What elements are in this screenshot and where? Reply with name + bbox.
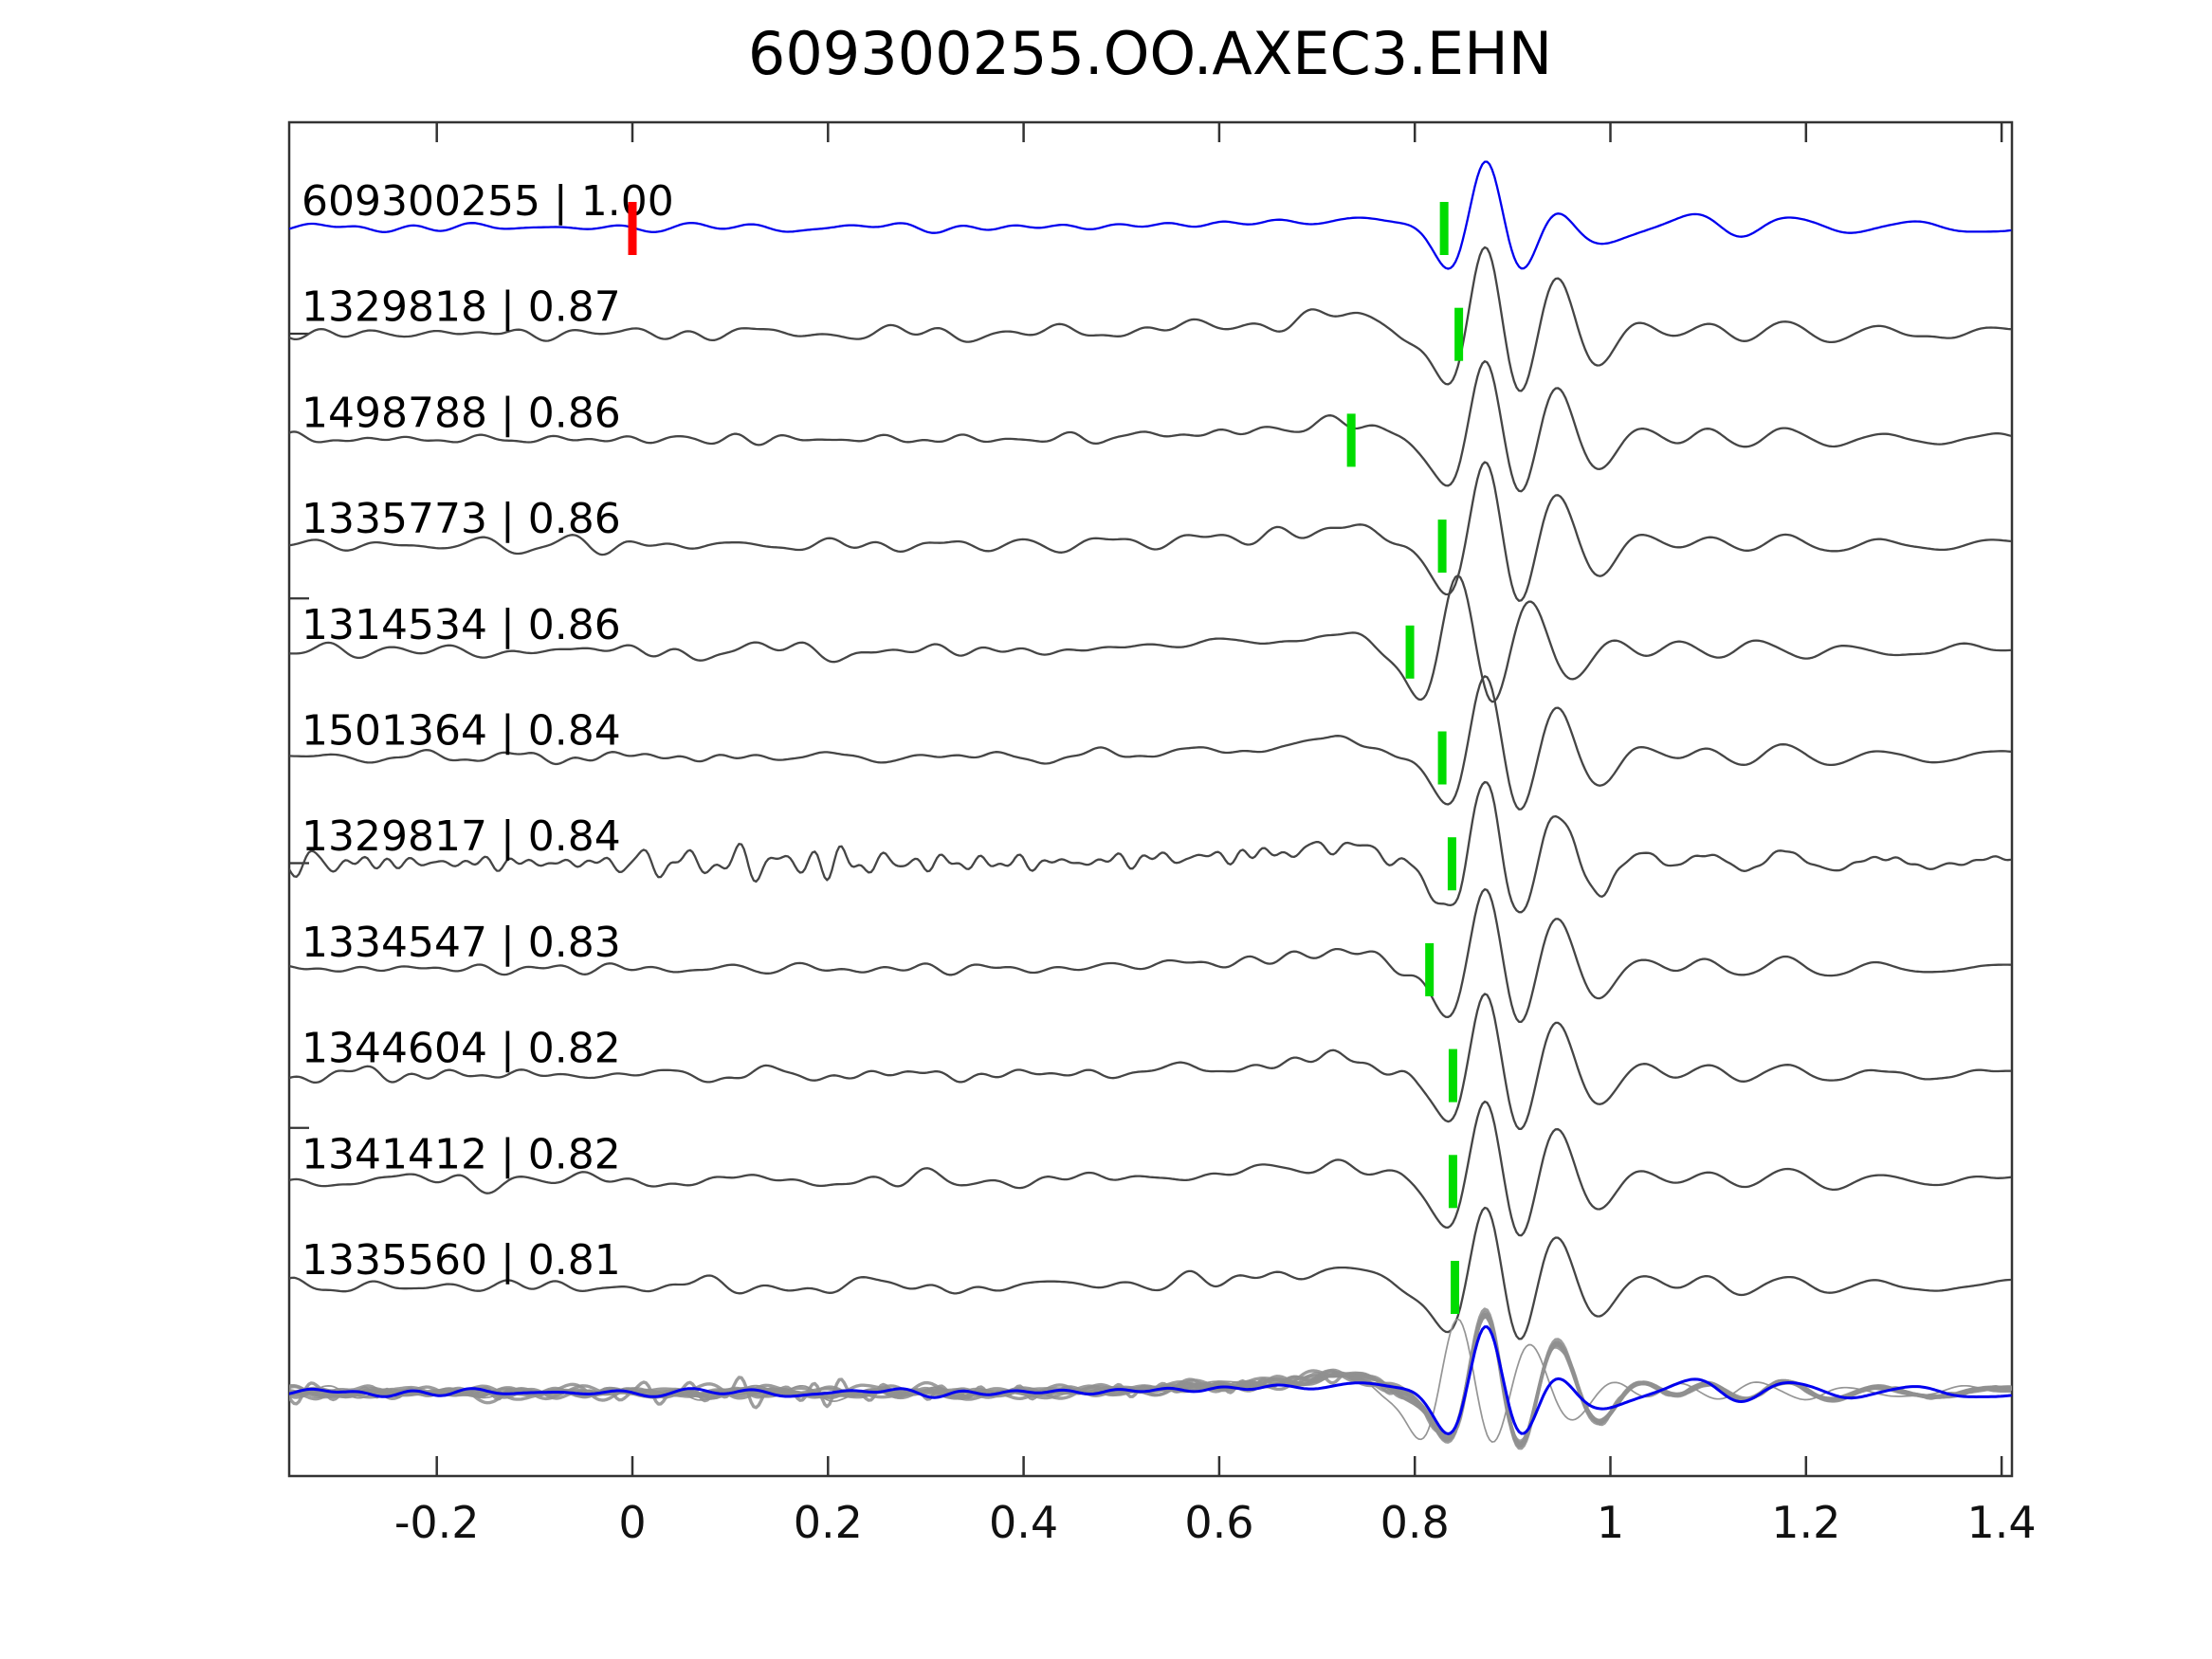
pick-marker-1335773 bbox=[1437, 520, 1447, 574]
trace-label-1501364: 1501364 | 0.84 bbox=[302, 707, 621, 756]
overlay-trace-1334547 bbox=[289, 1313, 2012, 1447]
pick-marker-1501364 bbox=[1437, 731, 1447, 785]
x-tick-label: -0.2 bbox=[394, 1497, 480, 1548]
overlay-trace-1314534 bbox=[289, 1318, 2012, 1443]
pick-marker-1314534 bbox=[1405, 625, 1415, 679]
traces-group bbox=[289, 160, 2012, 1450]
trace-label-1344604: 1344604 | 0.82 bbox=[302, 1025, 621, 1073]
trace-label-1335560: 1335560 | 0.81 bbox=[302, 1236, 621, 1285]
trace-line-1329818 bbox=[289, 246, 2012, 392]
trace-line-1498788 bbox=[289, 359, 2012, 493]
x-tick-label: 0.8 bbox=[1380, 1497, 1450, 1548]
pick-marker-609300255 bbox=[1439, 202, 1449, 255]
x-tick-label: 0.6 bbox=[1184, 1497, 1253, 1548]
pick-marker-1335560 bbox=[1450, 1261, 1459, 1314]
trace-label-1334547: 1334547 | 0.83 bbox=[302, 919, 621, 967]
overlay-trace-1501364 bbox=[289, 1312, 2012, 1446]
trace-label-609300255: 609300255 | 1.00 bbox=[302, 177, 674, 226]
trace-label-1498788: 1498788 | 0.86 bbox=[302, 389, 621, 437]
pick-marker-1498788 bbox=[1346, 413, 1356, 467]
x-tick-label: 0.2 bbox=[794, 1497, 863, 1548]
pick-marker-1329817 bbox=[1447, 837, 1456, 891]
pick-marker-1341412 bbox=[1448, 1155, 1457, 1209]
x-tick-label: 1.4 bbox=[1967, 1497, 2037, 1548]
pick-marker-1344604 bbox=[1448, 1048, 1457, 1103]
trace-label-1314534: 1314534 | 0.86 bbox=[302, 601, 621, 649]
x-tick-label: 0 bbox=[618, 1497, 646, 1548]
overlay-trace-1329817 bbox=[289, 1312, 2012, 1443]
overlay-trace-1335773 bbox=[289, 1310, 2012, 1449]
x-tick-label: 1 bbox=[1597, 1497, 1624, 1548]
x-tick-label: 0.4 bbox=[989, 1497, 1058, 1548]
trace-line-1501364 bbox=[289, 675, 2012, 811]
overlay-trace-1335560 bbox=[289, 1314, 2012, 1446]
trace-label-1335773: 1335773 | 0.86 bbox=[302, 495, 621, 543]
trace-line-1314534 bbox=[289, 574, 2012, 703]
overlay-trace-1344604 bbox=[289, 1312, 2012, 1448]
figure-title: 609300255.OO.AXEC3.EHN bbox=[748, 19, 1552, 88]
overlay-trace-1498788 bbox=[289, 1315, 2012, 1446]
template-origin-marker bbox=[628, 202, 637, 255]
trace-label-1329817: 1329817 | 0.84 bbox=[302, 812, 621, 861]
overlay-trace-1341412 bbox=[289, 1314, 2012, 1448]
trace-line-1335773 bbox=[289, 461, 2012, 602]
trace-line-1335560 bbox=[289, 1206, 2012, 1340]
trace-line-1341412 bbox=[289, 1100, 2012, 1237]
pick-marker-1329818 bbox=[1454, 307, 1464, 361]
overlay-template-trace bbox=[289, 1325, 2012, 1435]
trace-line-1344604 bbox=[289, 993, 2012, 1130]
pick-marker-1334547 bbox=[1425, 942, 1435, 996]
chart-area: -0.2 0 0.2 0.4 0.6 0.8 1 1.2 1.4 609300255 | 1.00… bbox=[287, 120, 2037, 1548]
trace-line-1334547 bbox=[289, 887, 2012, 1024]
trace-label-1341412: 1341412 | 0.82 bbox=[302, 1130, 621, 1178]
trace-line-1329817 bbox=[289, 780, 2012, 914]
overlay-trace-1329818 bbox=[289, 1307, 2012, 1450]
plot-border bbox=[287, 120, 2014, 1478]
x-tick-label: 1.2 bbox=[1771, 1497, 1840, 1548]
trace-line-609300255 bbox=[289, 160, 2012, 270]
trace-label-1329818: 1329818 | 0.87 bbox=[302, 283, 621, 332]
